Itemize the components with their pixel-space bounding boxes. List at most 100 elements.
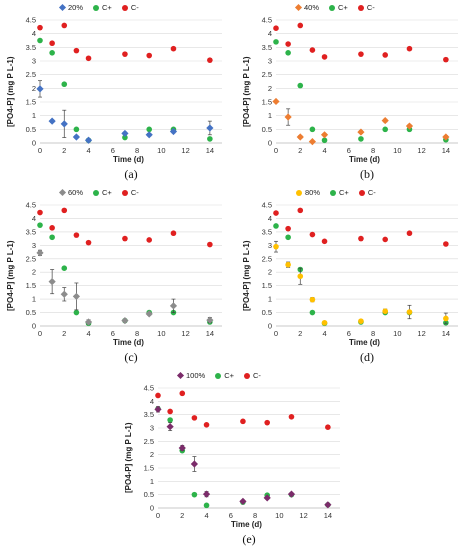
data-point <box>207 241 213 248</box>
data-point <box>358 318 364 324</box>
y-axis-label: [PO4-P] (mg P L-1) <box>6 55 15 127</box>
y-tick-label: 0.5 <box>262 125 272 134</box>
y-tick-label: 3 <box>32 241 36 250</box>
data-point <box>297 207 304 214</box>
series-20 <box>36 80 214 144</box>
data-point <box>321 137 328 144</box>
chart-panel-d: 0 0.5 1 1.5 2 2.5 3 3.5 4 4.5 0 2 4 6 8 10 12 14 80% C+ C- [P… <box>236 185 466 368</box>
y-tick-label: 0 <box>32 322 36 331</box>
legend-marker-icon <box>296 189 302 196</box>
y-tick-label: 1 <box>268 295 272 304</box>
legend-marker-icon <box>215 372 222 379</box>
data-point <box>48 117 56 125</box>
data-point <box>358 136 364 142</box>
data-point <box>382 236 388 243</box>
legend-item: C+ <box>215 371 234 380</box>
legend: 40% C+ C- <box>294 3 375 12</box>
data-point <box>284 113 292 121</box>
y-tick-label: 2.5 <box>26 70 36 79</box>
data-point <box>206 124 214 132</box>
x-tick-label: 6 <box>111 329 115 338</box>
data-point <box>146 126 152 133</box>
x-tick-label: 6 <box>111 146 115 155</box>
chart-panel-e: 0 0.5 1 1.5 2 2.5 3 3.5 4 4.5 0 2 4 6 8 10 12 14 100% C+ C- [… <box>118 368 348 550</box>
data-point <box>154 405 162 413</box>
data-point <box>60 120 68 128</box>
data-point <box>60 290 68 298</box>
legend-label: 80% <box>305 188 321 197</box>
y-tick-label: 3 <box>150 424 154 433</box>
data-point <box>382 52 388 58</box>
y-tick-label: 4 <box>268 29 272 38</box>
data-point <box>122 235 128 242</box>
y-tick-label: 4.5 <box>262 201 272 210</box>
data-point <box>73 126 80 133</box>
y-tick-label: 1 <box>268 111 272 120</box>
y-tick-label: 4 <box>32 29 36 38</box>
data-point <box>308 138 316 146</box>
data-point <box>61 81 68 88</box>
data-point <box>122 51 128 57</box>
data-point <box>37 24 43 31</box>
x-tick-label: 10 <box>157 329 165 338</box>
data-point <box>443 241 449 247</box>
y-tick-label: 3.5 <box>262 43 272 52</box>
legend-label: C+ <box>339 188 349 197</box>
series-C <box>273 207 449 247</box>
y-tick-label: 2 <box>150 450 154 459</box>
data-point <box>309 47 316 53</box>
x-tick-label: 10 <box>275 511 283 520</box>
legend-marker-icon <box>58 3 67 12</box>
data-point <box>84 136 93 144</box>
x-tick-label: 4 <box>322 329 326 338</box>
legend-item: C+ <box>93 3 112 12</box>
data-point <box>382 126 388 133</box>
data-point <box>240 418 246 425</box>
panel-label: (d) <box>360 350 374 364</box>
data-point <box>85 239 92 246</box>
y-tick-label: 1 <box>32 295 36 304</box>
y-tick-label: 1.5 <box>262 98 272 107</box>
legend-item: 60% <box>58 188 84 197</box>
legend-marker-icon <box>294 3 303 12</box>
panel-label: (a) <box>124 167 138 181</box>
x-axis-label: Time (d) <box>349 155 380 164</box>
data-point <box>321 238 328 245</box>
legend-label: C- <box>367 188 376 197</box>
data-point <box>203 422 210 428</box>
series-80 <box>273 240 449 326</box>
legend-item: C+ <box>330 188 349 197</box>
y-tick-label: 4.5 <box>26 201 36 210</box>
series-C <box>37 207 213 248</box>
data-point <box>48 278 56 286</box>
legend-label: C- <box>130 3 139 12</box>
data-point <box>309 231 316 238</box>
panel-label: (e) <box>242 532 256 546</box>
y-tick-label: 0.5 <box>26 125 36 134</box>
data-point <box>320 131 329 139</box>
data-point <box>61 265 68 271</box>
y-tick-label: 4 <box>32 214 36 223</box>
legend: 60% C+ C- <box>58 188 139 197</box>
legend-label: C+ <box>338 3 348 12</box>
panel-label: (b) <box>360 167 374 181</box>
y-tick-label: 4 <box>268 214 272 223</box>
data-point <box>36 249 44 257</box>
y-tick-label: 1.5 <box>26 281 36 290</box>
legend-item: 80% <box>296 188 320 197</box>
x-tick-label: 10 <box>393 146 401 155</box>
data-point <box>443 315 449 322</box>
data-point <box>309 296 316 303</box>
x-tick-label: 8 <box>371 329 375 338</box>
data-point <box>178 444 186 452</box>
x-tick-label: 8 <box>135 146 139 155</box>
x-tick-label: 6 <box>229 511 233 520</box>
data-point <box>273 210 279 216</box>
data-point <box>285 225 291 232</box>
x-tick-label: 0 <box>38 146 42 155</box>
x-tick-label: 12 <box>299 511 307 520</box>
legend-label: 60% <box>68 188 84 197</box>
y-tick-label: 3 <box>32 57 36 66</box>
data-point <box>358 51 364 57</box>
y-axis-label: [PO4-P] (mg P L-1) <box>124 422 133 493</box>
